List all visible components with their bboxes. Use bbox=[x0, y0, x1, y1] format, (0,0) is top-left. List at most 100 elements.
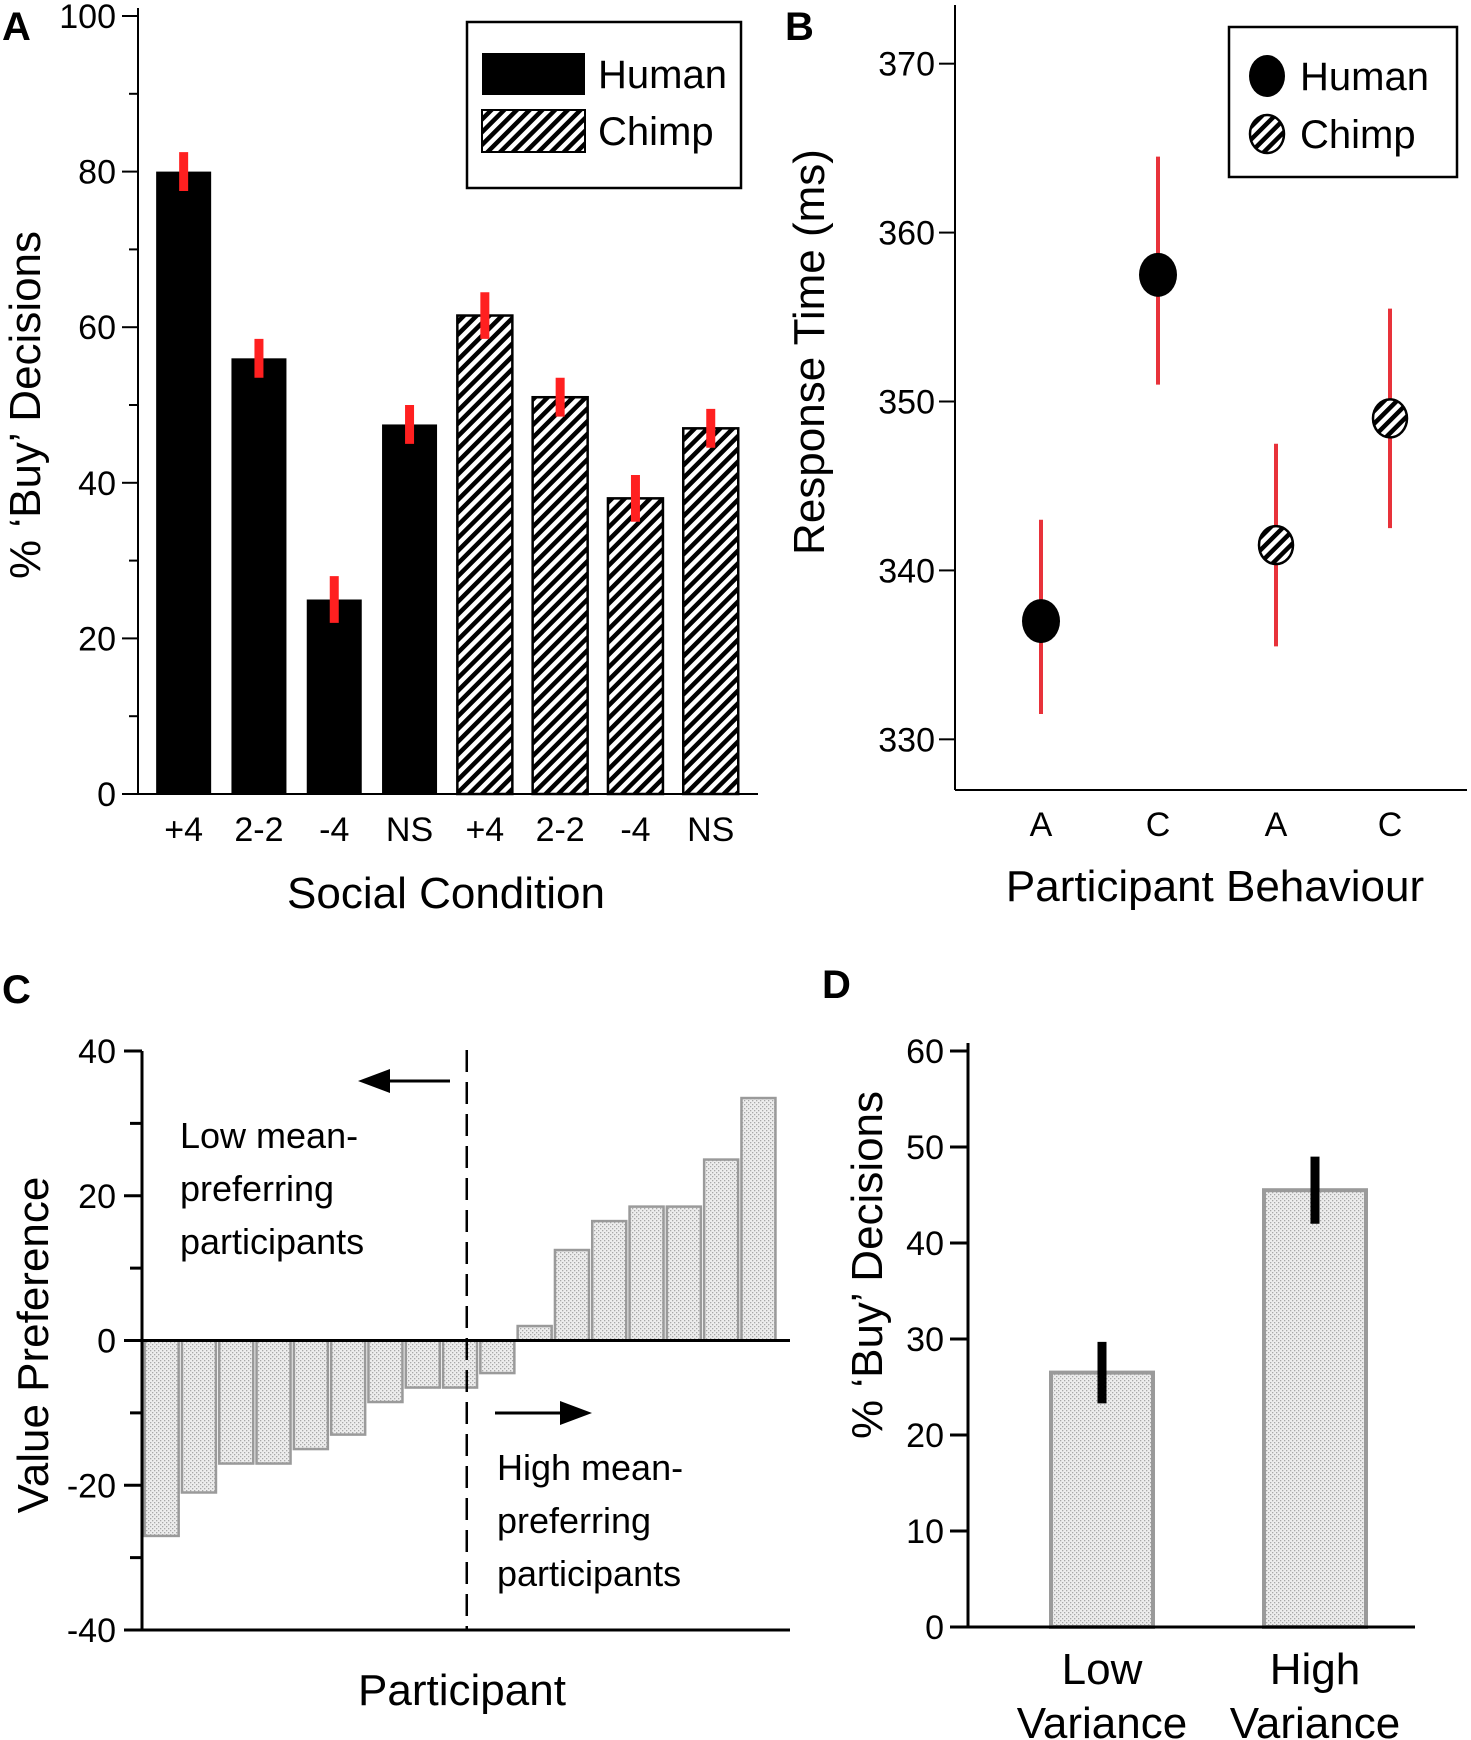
participant-bar bbox=[255, 1339, 292, 1465]
x-tick-label: -4 bbox=[620, 811, 650, 849]
participant-bar bbox=[702, 1158, 740, 1342]
low-note-line-1: Low mean- bbox=[180, 1115, 358, 1156]
panel-d-y-axis-title: % ‘Buy’ Decisions bbox=[843, 1091, 892, 1439]
participant-bar bbox=[329, 1339, 367, 1436]
panel-b-points bbox=[1022, 156, 1409, 714]
y-tick-label: -40 bbox=[67, 1612, 116, 1650]
participant-bar bbox=[292, 1339, 330, 1451]
y-tick-label: 330 bbox=[878, 721, 935, 759]
panel-d-bars bbox=[1049, 1156, 1368, 1629]
panel-c-x-axis-title: Participant bbox=[358, 1666, 566, 1715]
x-tick-label: A bbox=[1265, 806, 1288, 844]
panel-b-legend: Human Chimp bbox=[1227, 25, 1459, 179]
x-tick-label: A bbox=[1030, 806, 1053, 844]
y-tick-label: 0 bbox=[97, 776, 116, 814]
participant-bar bbox=[218, 1339, 255, 1465]
participant-bar bbox=[516, 1324, 553, 1342]
x-tick-label-line-2: Variance bbox=[1017, 1699, 1187, 1740]
panel-b-y-axis-title: Response Time (ms) bbox=[785, 149, 834, 555]
arrow-right bbox=[495, 1401, 592, 1425]
participant-bar bbox=[367, 1339, 404, 1404]
panel-a-bars bbox=[156, 152, 740, 796]
legend-marker-human bbox=[1249, 55, 1285, 97]
y-tick-label: 340 bbox=[878, 552, 935, 590]
y-tick-label: 20 bbox=[906, 1417, 944, 1455]
low-note-line-3: participants bbox=[180, 1221, 364, 1262]
panel-b-letter: B bbox=[785, 5, 814, 49]
bar-human bbox=[231, 358, 287, 794]
legend-label-chimp: Chimp bbox=[598, 110, 714, 154]
panel-c: C -40 -20 0 20 40 Low mean- preferring parti… bbox=[2, 968, 790, 1715]
x-tick-label: -4 bbox=[319, 811, 349, 849]
legend-label-human-b: Human bbox=[1300, 55, 1429, 99]
y-tick-label: 60 bbox=[906, 1033, 944, 1071]
legend-label-chimp-b: Chimp bbox=[1300, 113, 1416, 157]
panel-b-x-axis-title: Participant Behaviour bbox=[1006, 862, 1424, 911]
bar-chimp bbox=[682, 427, 740, 796]
y-tick-label: 360 bbox=[878, 215, 935, 253]
participant-bar bbox=[591, 1219, 628, 1342]
y-tick-label: 40 bbox=[78, 465, 116, 503]
point-human bbox=[1022, 599, 1060, 644]
panel-a-x-axis-title: Social Condition bbox=[287, 869, 605, 918]
participant-bar bbox=[180, 1339, 218, 1494]
point-chimp bbox=[1257, 524, 1295, 566]
arrow-left-icon bbox=[358, 1069, 390, 1093]
variance-bar bbox=[1262, 1188, 1368, 1629]
bar-chimp bbox=[606, 497, 665, 796]
panel-d-y-axis: 0 10 20 30 40 50 60 bbox=[906, 1033, 1415, 1647]
y-tick-label: 10 bbox=[906, 1513, 944, 1551]
x-tick-label: +4 bbox=[164, 811, 203, 849]
x-tick-label: C bbox=[1146, 806, 1171, 844]
legend-swatch-human bbox=[482, 53, 585, 95]
legend-label-human: Human bbox=[598, 53, 727, 97]
arrow-left bbox=[358, 1069, 450, 1093]
bar-human bbox=[156, 171, 212, 795]
low-note-line-2: preferring bbox=[180, 1168, 334, 1209]
y-tick-label: 0 bbox=[97, 1323, 116, 1361]
panel-a-legend-box bbox=[465, 20, 743, 190]
panel-c-y-axis-title: Value Preference bbox=[9, 1177, 58, 1514]
x-tick-label: 2-2 bbox=[536, 811, 585, 849]
panel-c-bars bbox=[143, 1096, 777, 1538]
y-tick-label: 370 bbox=[878, 46, 935, 84]
bar-human bbox=[306, 599, 362, 794]
bar-human bbox=[382, 424, 438, 794]
panel-d-letter: D bbox=[822, 963, 851, 1007]
point-human bbox=[1139, 252, 1177, 297]
y-tick-label: 60 bbox=[78, 309, 116, 347]
y-tick-label: 350 bbox=[878, 384, 935, 422]
panel-b: B 330 340 350 360 370 A C A C Participant Behav… bbox=[785, 5, 1467, 911]
panel-d-x-tick-labels: Low Variance High Variance bbox=[1017, 1645, 1400, 1740]
panel-a-y-axis-title: % ‘Buy’ Decisions bbox=[1, 231, 50, 579]
participant-bar bbox=[404, 1339, 441, 1389]
y-tick-label: 30 bbox=[906, 1321, 944, 1359]
panel-c-letter: C bbox=[2, 968, 31, 1012]
legend-marker-chimp bbox=[1248, 113, 1286, 155]
y-tick-label: 50 bbox=[906, 1129, 944, 1167]
legend-swatch-chimp bbox=[481, 109, 586, 153]
y-tick-label: 80 bbox=[78, 154, 116, 192]
x-tick-label-line-1: High bbox=[1270, 1645, 1361, 1694]
x-tick-label: 2-2 bbox=[234, 811, 283, 849]
participant-bar bbox=[479, 1339, 516, 1375]
panel-c-y-axis: -40 -20 0 20 40 bbox=[67, 1033, 790, 1650]
x-tick-label-line-2: Variance bbox=[1230, 1699, 1400, 1740]
y-tick-label: 20 bbox=[78, 1178, 116, 1216]
panel-a-letter: A bbox=[2, 5, 31, 49]
participant-bar bbox=[143, 1339, 180, 1538]
panel-a-x-tick-labels: +4 2-2 -4 NS +4 2-2 -4 NS bbox=[164, 811, 734, 849]
participant-bar bbox=[553, 1248, 591, 1342]
participant-bar bbox=[740, 1096, 777, 1342]
participant-bar bbox=[628, 1205, 665, 1342]
y-tick-label: 40 bbox=[78, 1033, 116, 1071]
arrow-right-icon bbox=[560, 1401, 592, 1425]
y-tick-label: 100 bbox=[59, 0, 116, 36]
high-note-line-3: participants bbox=[497, 1553, 681, 1594]
panel-a: A 0 20 40 60 80 100 +4 2-2 -4 NS +4 2-2 -4 NS Social… bbox=[1, 0, 758, 918]
y-tick-label: 20 bbox=[78, 620, 116, 658]
x-tick-label: +4 bbox=[465, 811, 504, 849]
